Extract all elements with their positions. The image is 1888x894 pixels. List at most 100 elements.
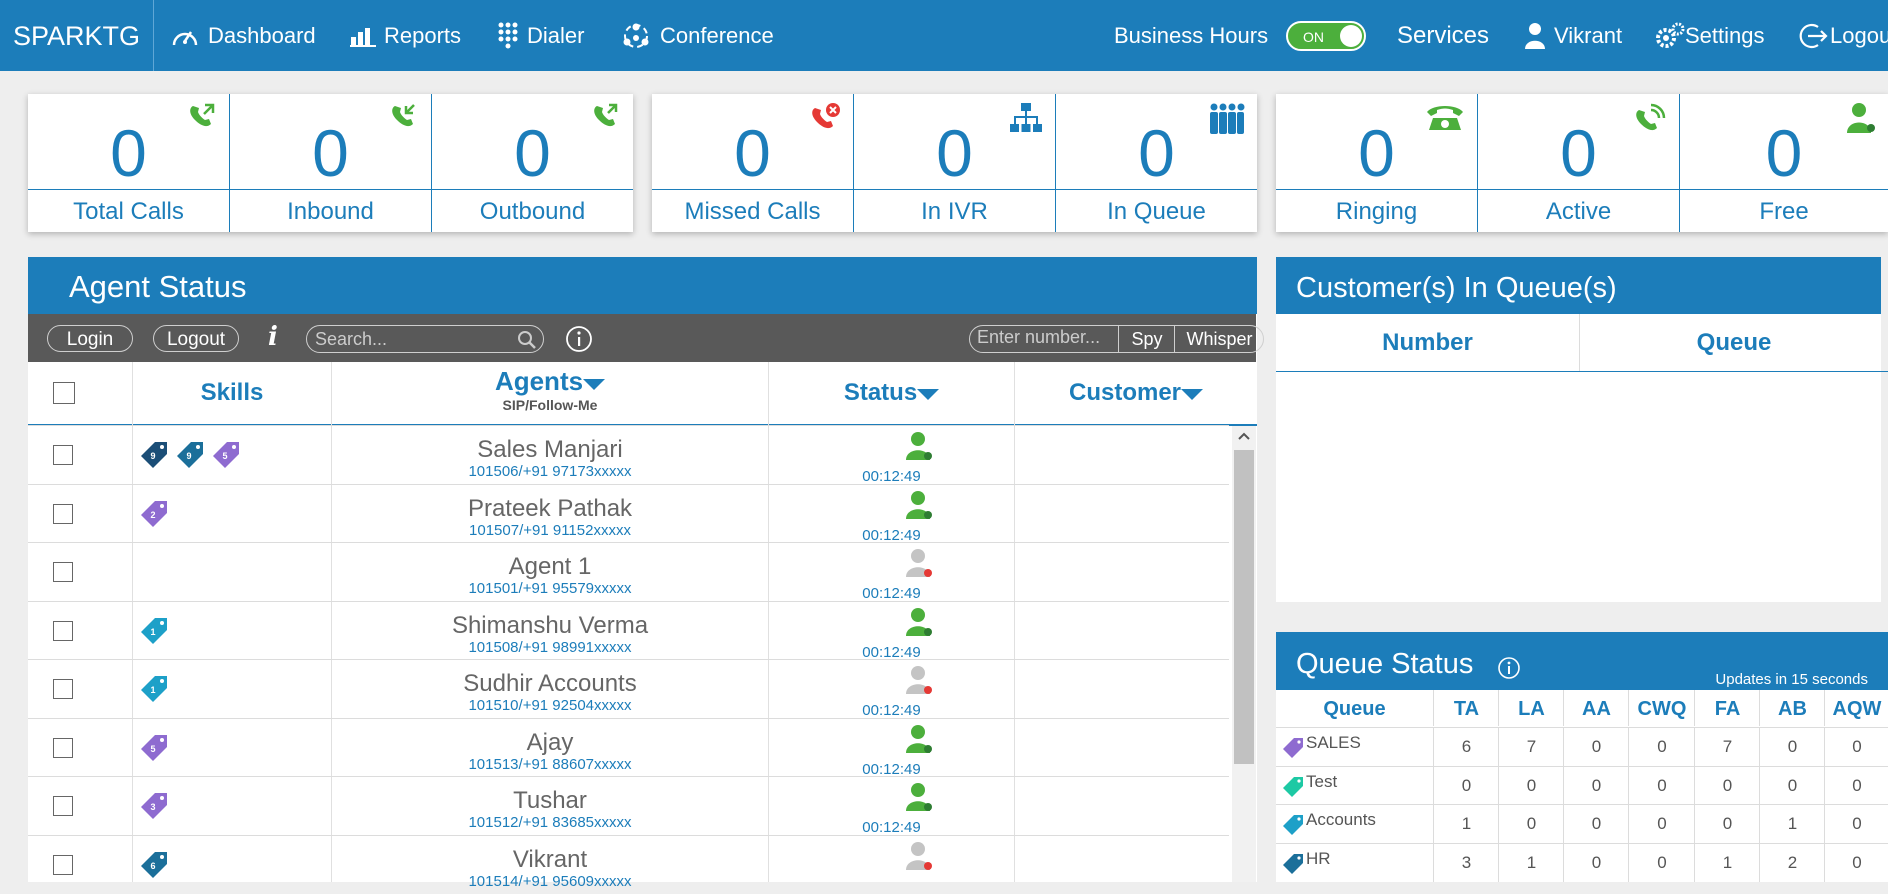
agent-search-input[interactable]: Search... (306, 325, 544, 353)
skill-tag-number: 6 (150, 861, 155, 871)
row-checkbox[interactable] (53, 562, 73, 582)
stat-in-ivr[interactable]: 0 In IVR (854, 94, 1056, 232)
info-circle-icon[interactable] (1497, 656, 1521, 680)
col-cwq-header[interactable]: CWQ (1628, 690, 1695, 726)
agent-name[interactable]: Ajay (526, 728, 574, 756)
queue-cell-ab: 0 (1759, 766, 1825, 805)
agent-scrollbar[interactable] (1232, 426, 1256, 882)
logout-button[interactable]: Logout (153, 325, 239, 352)
scroll-up-icon[interactable] (1238, 432, 1250, 440)
skill-tag-icon[interactable]: 3 (139, 791, 169, 821)
scrollbar-thumb[interactable] (1234, 450, 1254, 764)
stat-active[interactable]: 0 Active (1478, 94, 1680, 232)
nav-dashboard[interactable]: Dashboard (170, 0, 316, 71)
queue-cell-aa: 0 (1563, 728, 1629, 766)
skill-tag-icon[interactable]: 1 (139, 616, 169, 646)
queue-cell-ta: 3 (1433, 843, 1499, 882)
row-checkbox[interactable] (53, 503, 73, 524)
row-checkbox[interactable] (53, 445, 73, 465)
nav-logout[interactable]: Logout (1798, 0, 1888, 71)
col-status-label: Status (843, 379, 918, 406)
queue-tag-icon (1283, 815, 1303, 835)
select-all-checkbox[interactable] (53, 382, 75, 404)
number-input[interactable]: Enter number... (977, 327, 1101, 347)
skill-tag-icon[interactable]: 1 (139, 674, 169, 704)
col-number[interactable]: Number (1276, 314, 1580, 371)
nav-dialer[interactable]: Dialer (497, 0, 584, 71)
nav-conference[interactable]: Conference (620, 0, 774, 71)
skill-tag-icon[interactable]: 9 (139, 440, 169, 470)
agent-name[interactable]: Vikrant (512, 845, 588, 873)
agent-name[interactable]: Agent 1 (508, 553, 592, 580)
row-checkbox[interactable] (53, 737, 73, 758)
nav-user[interactable]: Vikrant (1524, 0, 1622, 71)
agent-number: 101510/+91 92504xxxxx (332, 697, 768, 714)
info-circle-icon[interactable] (565, 325, 593, 353)
col-customer[interactable]: Customer (1015, 362, 1257, 424)
stat-ringing[interactable]: 0 Ringing (1276, 94, 1478, 232)
brand-logo[interactable]: SPARKTG (0, 0, 154, 71)
skill-tag-icon[interactable]: 5 (139, 733, 169, 763)
agent-name[interactable]: Shimanshu Verma (451, 611, 649, 639)
col-ta-header[interactable]: TA (1433, 690, 1499, 726)
row-checkbox[interactable] (53, 796, 73, 816)
active-value: 0 (1560, 116, 1597, 190)
agent-stat-card: 0 Ringing 0 Active 0 Free (1276, 94, 1888, 232)
info-italic-icon[interactable]: i (268, 322, 278, 352)
free-label: Free (1759, 198, 1809, 225)
skill-tag-icon[interactable]: 5 (211, 440, 241, 470)
col-status[interactable]: Status (769, 362, 1014, 424)
stat-in-queue[interactable]: 0 In Queue (1056, 94, 1257, 232)
row-checkbox[interactable] (53, 854, 73, 875)
skill-tag-icon[interactable]: 9 (175, 440, 205, 470)
agent-status-time: 00:12:49 (862, 643, 921, 661)
queue-status-title: Queue Status (1296, 648, 1474, 680)
col-queue-header[interactable]: Queue (1323, 698, 1386, 720)
col-agents[interactable]: Agents SIP/Follow-Me (332, 362, 768, 424)
agent-number-mask: xxxxx (594, 638, 632, 656)
queue-cell-aa: 0 (1563, 766, 1629, 805)
queue-row: SALES 6 7 0 0 7 0 0 (1276, 727, 1888, 766)
stat-free[interactable]: 0 Free (1680, 94, 1888, 232)
queue-status-panel: Queue Status Updates in 15 seconds (1276, 632, 1888, 882)
sort-down-icon (1181, 389, 1204, 400)
agent-name[interactable]: Sudhir Accounts (463, 670, 637, 697)
row-checkbox[interactable] (53, 679, 73, 699)
queue-name[interactable]: Test (1306, 771, 1338, 791)
stat-total-calls[interactable]: 0 Total Calls (28, 94, 230, 232)
total-calls-value: 0 (110, 116, 147, 190)
skill-tag-number: 1 (150, 627, 155, 637)
in-ivr-label: In IVR (921, 198, 988, 225)
nav-reports[interactable]: Reports (350, 0, 461, 71)
customers-queue-title: Customer(s) In Queue(s) (1276, 257, 1881, 314)
col-skills[interactable]: Skills (200, 379, 264, 406)
col-ab-header[interactable]: AB (1759, 690, 1825, 726)
queue-name[interactable]: Accounts (1306, 810, 1376, 829)
table-row: 9 9 5 Sales Manjari 101506/+91 97173xxxxx 00:… (28, 425, 1229, 485)
row-checkbox[interactable] (53, 620, 73, 641)
col-aa-header[interactable]: AA (1563, 690, 1629, 726)
queue-name[interactable]: SALES (1306, 733, 1361, 752)
nav-settings[interactable]: Settings (1655, 0, 1765, 71)
stat-inbound[interactable]: 0 Inbound (230, 94, 432, 232)
skill-tag-icon[interactable]: 6 (139, 850, 169, 880)
whisper-button[interactable]: Whisper (1174, 326, 1264, 352)
stat-outbound[interactable]: 0 Outbound (432, 94, 633, 232)
stat-missed-calls[interactable]: 0 Missed Calls (652, 94, 854, 232)
business-hours-toggle[interactable]: ON (1286, 21, 1366, 51)
col-fa-header[interactable]: FA (1694, 690, 1760, 726)
agent-name[interactable]: Prateek Pathak (467, 494, 633, 522)
login-button[interactable]: Login (47, 325, 133, 352)
skill-tag-icon[interactable]: 2 (139, 499, 169, 529)
agent-name[interactable]: Tushar (513, 787, 587, 814)
spy-button[interactable]: Spy (1118, 326, 1175, 352)
agent-number-digits: 101510/+91 92504 (468, 697, 595, 714)
nav-services[interactable]: Services (1397, 21, 1490, 49)
queue-name[interactable]: HR (1306, 848, 1331, 868)
col-aqw-header[interactable]: AQW (1824, 690, 1888, 726)
col-queue[interactable]: Queue (1696, 329, 1772, 356)
agent-status-time: 00:12:49 (862, 819, 921, 836)
queue-cell-ab: 2 (1759, 843, 1825, 882)
col-la-header[interactable]: LA (1498, 690, 1564, 726)
agent-name[interactable]: Sales Manjari (477, 436, 623, 463)
